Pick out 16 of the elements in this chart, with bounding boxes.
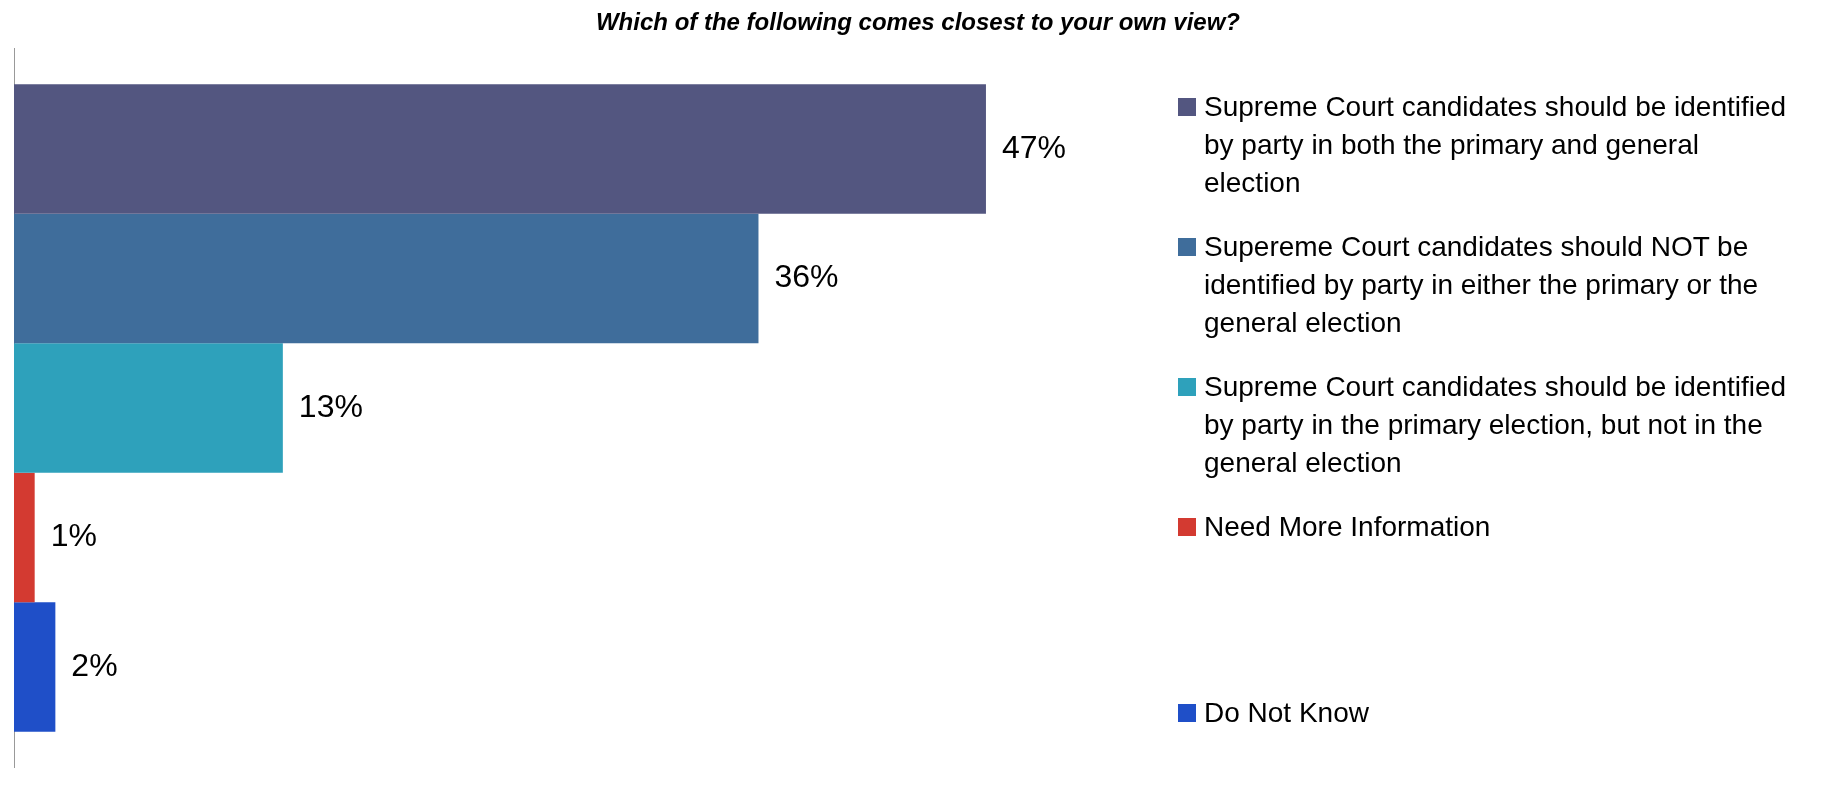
chart-title: Which of the following comes closest to your own view? (594, 8, 1242, 37)
legend-label: Supreme Court candidates should be identified by party in the primary election, but not in the general election (1204, 370, 1788, 480)
legend-label: Do Not Know (1204, 696, 1369, 730)
legend-label: Need More Information (1204, 510, 1491, 544)
data-label: 1% (50, 517, 97, 554)
legend-label: Supereme Court candidates should NOT be identified by party in either the primary or the general election (1204, 230, 1760, 340)
bar (14, 84, 986, 214)
bar (14, 602, 56, 732)
data-label: 2% (71, 646, 118, 683)
data-label: 13% (298, 387, 363, 424)
data-label: 36% (774, 258, 839, 295)
bar (14, 472, 35, 603)
bar (14, 213, 759, 344)
bar (14, 343, 283, 473)
legend-label: Supreme Court candidates should be identified by party in both the primary and general election (1204, 90, 1788, 200)
data-label: 47% (1001, 128, 1067, 165)
